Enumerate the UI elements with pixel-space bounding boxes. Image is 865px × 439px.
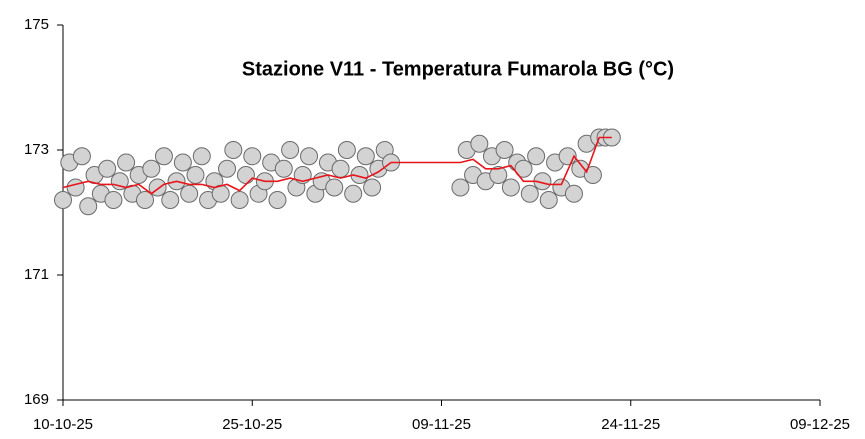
y-tick-label: 175	[24, 16, 49, 33]
data-point	[192, 147, 211, 166]
data-point	[325, 178, 344, 197]
data-point	[117, 153, 136, 172]
data-point	[274, 159, 293, 178]
data-point	[236, 166, 255, 184]
data-point	[331, 159, 350, 178]
data-point	[344, 184, 363, 203]
data-point	[583, 166, 602, 184]
y-tick-label: 169	[24, 391, 49, 408]
data-point	[527, 147, 546, 166]
data-point	[564, 184, 583, 203]
data-point	[224, 141, 243, 159]
y-tick-label: 173	[24, 141, 49, 158]
data-point	[104, 191, 123, 209]
data-point	[180, 184, 199, 203]
data-point	[268, 191, 287, 209]
data-point	[489, 166, 508, 184]
data-point	[98, 159, 117, 178]
y-tick-label: 171	[24, 266, 49, 283]
data-point	[470, 134, 489, 153]
data-point	[54, 191, 72, 209]
x-tick-label: 09-11-25	[412, 416, 471, 433]
data-point	[79, 197, 98, 216]
data-point	[495, 141, 514, 159]
data-point	[451, 178, 470, 197]
trend-line	[62, 136, 612, 195]
data-point	[218, 159, 237, 178]
data-point	[72, 147, 91, 166]
x-tick-label: 25-10-25	[222, 416, 282, 433]
chart-title: Stazione V11 - Temperatura Fumarola BG (…	[242, 58, 674, 80]
data-point	[337, 141, 356, 159]
data-point	[356, 147, 375, 166]
data-point	[142, 159, 161, 178]
x-tick-label: 24-11-25	[601, 416, 660, 433]
data-point	[66, 178, 85, 197]
data-point	[161, 191, 180, 209]
data-point	[300, 147, 319, 166]
data-point	[186, 166, 205, 184]
data-point	[281, 141, 300, 159]
x-tick-label: 10-10-25	[33, 416, 93, 433]
data-point	[539, 191, 558, 209]
data-point	[136, 191, 155, 209]
data-point	[501, 178, 520, 197]
data-point	[514, 159, 533, 178]
data-point	[363, 178, 382, 197]
data-point	[154, 147, 173, 166]
x-tick-label: 09-12-25	[790, 416, 850, 433]
data-point	[173, 153, 192, 172]
data-point	[230, 191, 249, 209]
data-point	[243, 147, 262, 166]
data-point	[293, 166, 312, 184]
data-point	[520, 184, 539, 203]
